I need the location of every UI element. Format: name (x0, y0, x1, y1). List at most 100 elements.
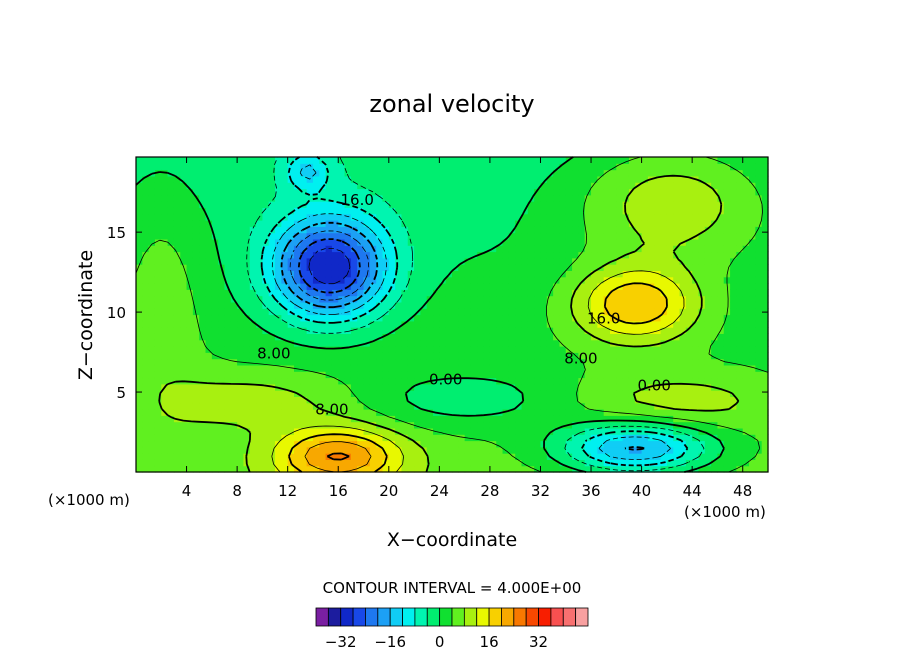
field-cell (148, 434, 156, 442)
field-cell (300, 453, 308, 460)
field-cell (161, 358, 169, 366)
field-cell (578, 402, 586, 410)
field-cell (755, 383, 763, 391)
field-cell (230, 283, 238, 290)
field-cell (148, 377, 156, 385)
field-cell (711, 232, 719, 240)
field-cell (540, 446, 548, 454)
field-cell (730, 226, 737, 234)
field-cell (312, 415, 320, 423)
field-cell (534, 257, 542, 265)
field-cell (761, 270, 769, 278)
field-cell (622, 245, 630, 253)
field-cell (237, 264, 245, 271)
field-cell (641, 453, 649, 460)
field-cell (540, 402, 548, 410)
field-cell (154, 352, 162, 360)
field-cell (565, 232, 573, 240)
field-cell (388, 352, 396, 360)
field-cell (287, 377, 295, 385)
field-cell (464, 377, 472, 385)
field-cell (610, 377, 617, 385)
field-cell (167, 459, 175, 467)
field-cell (306, 364, 314, 372)
field-cell (161, 175, 169, 183)
field-cell (742, 434, 750, 442)
field-cell (641, 339, 649, 347)
field-cell (597, 238, 605, 246)
field-cell (173, 314, 181, 322)
field-cell (496, 427, 504, 435)
field-cell (692, 390, 700, 397)
field-cell (262, 232, 270, 240)
field-cell (439, 289, 447, 297)
field-cell (426, 257, 434, 265)
field-cell (205, 169, 213, 177)
field-cell (154, 339, 162, 347)
field-cell (610, 459, 617, 467)
field-cell (711, 264, 719, 271)
field-cell (502, 201, 510, 208)
field-cell (199, 251, 207, 259)
field-cell (616, 194, 624, 202)
field-cell (369, 194, 377, 202)
field-cell (584, 276, 592, 284)
field-cell (382, 238, 390, 246)
field-cell (730, 352, 737, 360)
field-cell (357, 207, 365, 215)
field-cell (584, 182, 592, 190)
field-cell (407, 440, 415, 448)
field-cell (496, 264, 504, 271)
field-cell (319, 453, 327, 460)
field-cell (591, 257, 598, 265)
field-cell (180, 427, 188, 435)
field-cell (218, 409, 226, 416)
field-cell (420, 220, 428, 227)
field-cell (704, 346, 712, 353)
field-cell (256, 207, 263, 215)
field-cell (407, 308, 415, 316)
field-cell (192, 402, 200, 410)
field-cell (458, 459, 466, 467)
field-cell (534, 371, 542, 379)
field-cell (761, 453, 769, 460)
field-cell (458, 270, 466, 278)
field-cell (464, 390, 472, 397)
field-cell (369, 301, 377, 309)
field-cell (685, 371, 693, 379)
field-cell (508, 182, 516, 190)
field-cell (275, 352, 282, 360)
field-cell (553, 465, 561, 473)
field-cell (439, 409, 447, 416)
field-cell (426, 220, 434, 227)
field-cell (477, 169, 485, 177)
field-cell (692, 346, 700, 353)
field-cell (433, 358, 440, 366)
field-cell (167, 175, 175, 183)
field-cell (224, 371, 232, 379)
field-cell (237, 409, 245, 416)
field-cell (249, 346, 257, 353)
field-cell (572, 415, 579, 423)
field-cell (369, 220, 377, 227)
field-cell (281, 402, 289, 410)
field-cell (546, 440, 554, 448)
field-cell (136, 427, 143, 435)
field-cell (742, 390, 750, 397)
field-cell (692, 320, 700, 328)
field-cell (597, 465, 605, 473)
field-cell (243, 283, 251, 290)
field-cell (502, 245, 510, 253)
field-cell (749, 301, 756, 309)
field-cell (603, 396, 611, 404)
field-cell (515, 308, 523, 316)
field-cell (363, 333, 371, 341)
field-cell (483, 301, 491, 309)
field-cell (534, 182, 542, 190)
field-cell (502, 415, 510, 423)
field-cell (603, 232, 611, 240)
field-cell (192, 283, 200, 290)
field-cell (742, 213, 750, 221)
field-cell (635, 163, 643, 171)
field-cell (243, 169, 251, 177)
